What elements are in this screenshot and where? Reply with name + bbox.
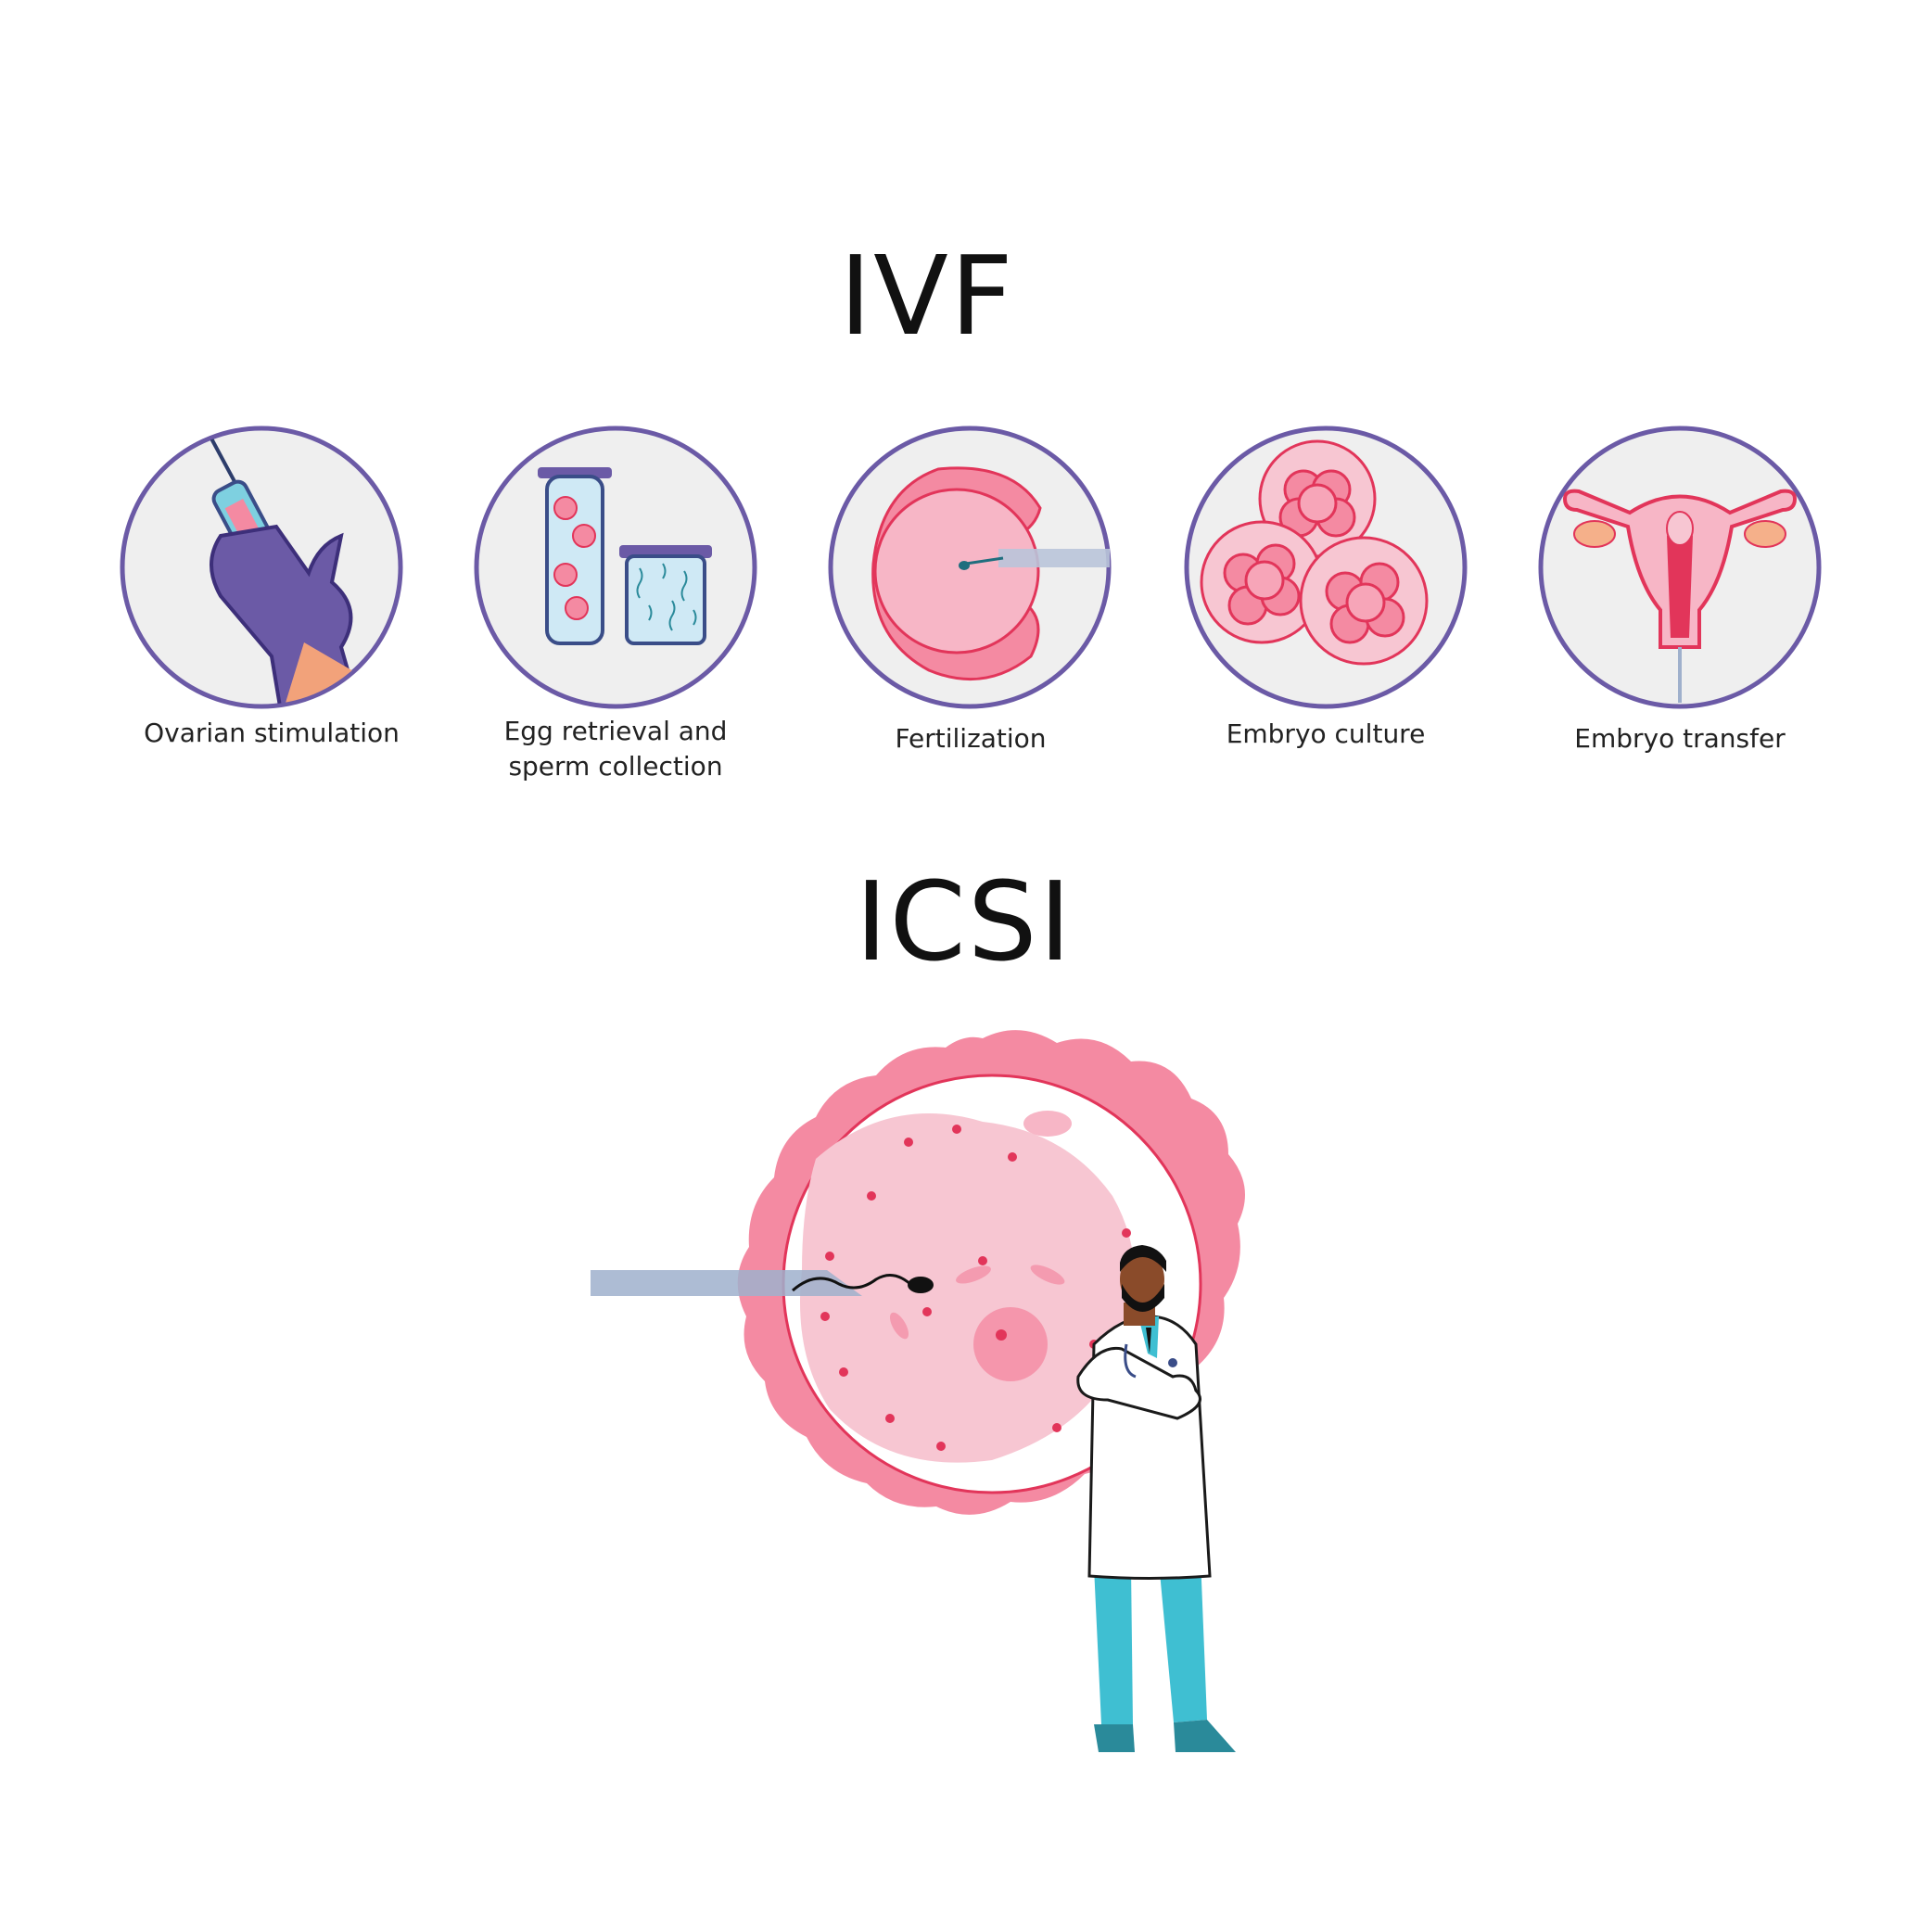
step-label-egg-retrieval-line1: Egg retrieval and [503, 716, 728, 746]
doctor-figure [1076, 1245, 1236, 1752]
micropipette [591, 1270, 862, 1296]
egg-injection-icon [828, 426, 1112, 709]
step-label-embryo-transfer: Embryo transfer [1574, 723, 1786, 754]
test-tubes-icon [474, 426, 757, 709]
step-embryo-transfer [1537, 425, 1823, 710]
embryo-cells-icon [1184, 426, 1468, 709]
organelles [889, 1265, 1065, 1340]
ivf-title: IVF [839, 232, 1015, 360]
cytoplasm-dots [820, 1125, 1131, 1451]
egg-cytoplasm [800, 1113, 1136, 1463]
icsi-title: ICSI [855, 858, 1074, 985]
sperm-icon [792, 1274, 934, 1293]
step-label-ovarian-stimulation: Ovarian stimulation [144, 718, 400, 748]
syringe-glove-icon [120, 426, 403, 709]
step-label-egg-retrieval: Egg retrieval and sperm collection [458, 714, 773, 784]
polar-body [1023, 1111, 1072, 1137]
step-label-embryo-culture: Embryo culture [1226, 718, 1426, 749]
step-embryo-culture [1183, 425, 1468, 710]
step-label-egg-retrieval-line2: sperm collection [508, 751, 723, 782]
step-ovarian-stimulation [119, 425, 404, 710]
step-fertilization [827, 425, 1112, 710]
step-egg-retrieval [473, 425, 758, 710]
nucleolus [996, 1329, 1007, 1341]
uterus-icon [1538, 426, 1822, 709]
nucleus [973, 1307, 1048, 1381]
step-label-fertilization: Fertilization [895, 723, 1047, 754]
